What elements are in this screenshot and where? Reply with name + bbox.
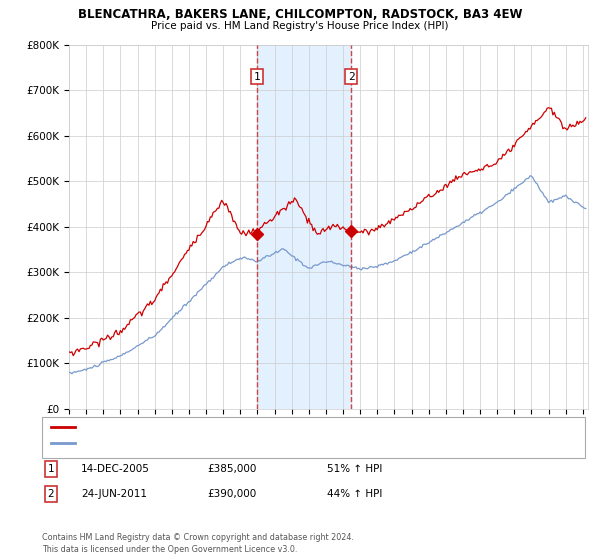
Text: 1: 1: [253, 72, 260, 82]
Text: 1: 1: [47, 464, 55, 474]
Text: 24-JUN-2011: 24-JUN-2011: [81, 489, 147, 499]
Text: HPI: Average price, detached house, Somerset: HPI: Average price, detached house, Some…: [78, 438, 289, 447]
Text: 2: 2: [348, 72, 355, 82]
Text: 2: 2: [47, 489, 55, 499]
Text: £385,000: £385,000: [207, 464, 256, 474]
Text: 14-DEC-2005: 14-DEC-2005: [81, 464, 150, 474]
Bar: [257, 45, 351, 409]
Text: 44% ↑ HPI: 44% ↑ HPI: [327, 489, 382, 499]
Text: BLENCATHRA, BAKERS LANE, CHILCOMPTON, RADSTOCK, BA3 4EW (detached house): BLENCATHRA, BAKERS LANE, CHILCOMPTON, RA…: [78, 423, 461, 432]
Text: BLENCATHRA, BAKERS LANE, CHILCOMPTON, RADSTOCK, BA3 4EW: BLENCATHRA, BAKERS LANE, CHILCOMPTON, RA…: [78, 8, 522, 21]
Text: Price paid vs. HM Land Registry's House Price Index (HPI): Price paid vs. HM Land Registry's House …: [151, 21, 449, 31]
Text: Contains HM Land Registry data © Crown copyright and database right 2024.
This d: Contains HM Land Registry data © Crown c…: [42, 533, 354, 554]
Text: £390,000: £390,000: [207, 489, 256, 499]
Text: 51% ↑ HPI: 51% ↑ HPI: [327, 464, 382, 474]
